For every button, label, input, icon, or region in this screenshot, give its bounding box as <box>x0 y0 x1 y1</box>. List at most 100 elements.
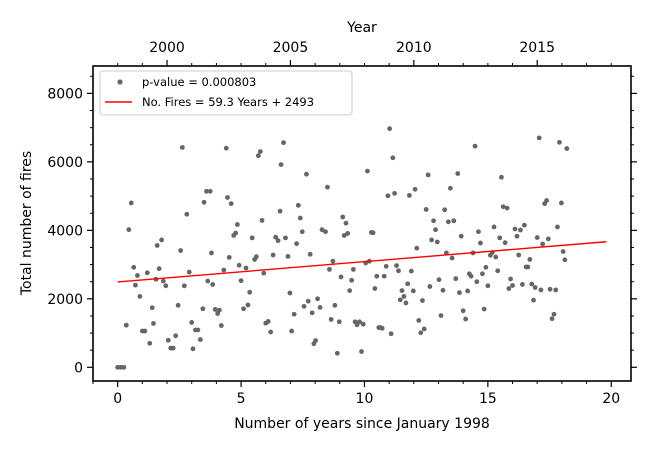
data-point <box>532 285 538 290</box>
data-point <box>547 286 553 292</box>
data-point <box>397 297 403 303</box>
data-point <box>149 305 155 311</box>
data-point <box>204 188 209 194</box>
data-point <box>291 311 297 317</box>
data-point <box>396 268 401 274</box>
data-point <box>175 302 181 308</box>
data-point <box>481 306 487 312</box>
data-point <box>347 288 353 294</box>
data-point <box>142 328 148 334</box>
x-tick-label: 0 <box>113 391 122 407</box>
data-point <box>144 270 150 276</box>
data-point <box>285 253 291 259</box>
data-point <box>423 207 429 212</box>
data-point <box>390 155 396 161</box>
data-point <box>156 266 162 272</box>
data-point <box>221 267 227 273</box>
data-point <box>173 333 179 339</box>
data-point <box>365 168 370 174</box>
data-point <box>218 323 224 328</box>
data-point <box>425 172 431 178</box>
data-point <box>518 227 523 233</box>
data-point <box>557 139 562 145</box>
data-point <box>465 288 471 294</box>
data-point <box>434 239 440 245</box>
data-point <box>317 304 323 310</box>
data-point <box>416 317 422 323</box>
data-point <box>287 290 293 296</box>
data-point <box>403 300 409 306</box>
data-point <box>564 146 570 151</box>
data-point <box>265 319 271 324</box>
data-point <box>179 145 185 150</box>
top-x-tick-label: 2000 <box>149 40 185 56</box>
data-point <box>521 222 527 228</box>
data-point <box>236 262 242 268</box>
data-point <box>387 126 393 132</box>
data-point <box>394 263 399 269</box>
data-point <box>151 321 156 326</box>
data-point <box>294 241 300 247</box>
data-point <box>559 200 564 206</box>
data-point <box>186 269 192 275</box>
bottom-x-axis-ticks: 0 5 10 15 20 <box>92 381 620 407</box>
data-point <box>301 303 307 309</box>
data-point <box>319 227 325 233</box>
data-point <box>190 346 196 352</box>
data-point <box>128 200 134 206</box>
data-point <box>359 349 364 354</box>
data-point <box>336 319 342 325</box>
data-point <box>536 135 542 141</box>
data-point <box>451 218 457 224</box>
data-point <box>200 306 206 312</box>
data-point <box>195 327 201 333</box>
x-tick-label: 10 <box>356 391 374 407</box>
data-point <box>455 171 461 176</box>
data-point <box>433 227 438 233</box>
data-point <box>493 254 499 260</box>
legend: p-value = 0.000803 No. Fires = 59.3 Year… <box>99 70 353 116</box>
legend-line-label: No. Fires = 59.3 Years + 2493 <box>142 95 314 109</box>
data-point <box>562 257 568 263</box>
data-point <box>504 205 510 211</box>
data-point <box>392 190 397 196</box>
data-point <box>277 208 283 214</box>
data-point <box>414 245 420 251</box>
x-tick-label: 15 <box>479 391 497 407</box>
data-point <box>401 294 407 299</box>
data-point <box>480 271 485 277</box>
data-point <box>181 283 187 289</box>
data-point <box>328 316 334 322</box>
data-point <box>474 279 480 285</box>
data-point <box>514 233 520 239</box>
top-x-tick-label: 2015 <box>519 40 555 56</box>
data-point <box>442 207 448 213</box>
data-point <box>121 364 127 370</box>
data-point <box>255 153 261 159</box>
data-point <box>370 230 376 236</box>
data-point <box>343 220 349 226</box>
data-point <box>253 254 259 260</box>
data-point <box>538 287 544 293</box>
data-point <box>516 252 522 258</box>
y-tick-label: 0 <box>74 360 83 376</box>
data-point <box>223 145 229 151</box>
data-point <box>283 235 288 241</box>
data-point <box>483 264 489 270</box>
data-point <box>555 224 560 230</box>
data-point <box>332 302 338 308</box>
data-point <box>197 337 203 342</box>
data-point <box>133 282 138 288</box>
data-point <box>210 282 216 287</box>
data-point <box>241 306 246 312</box>
data-point <box>275 238 281 244</box>
data-point <box>137 294 143 299</box>
data-point <box>447 185 453 191</box>
data-point <box>551 311 557 317</box>
data-point <box>449 255 455 261</box>
data-point <box>257 149 263 154</box>
data-point <box>184 211 190 217</box>
data-point <box>357 319 362 325</box>
data-point <box>502 240 508 246</box>
data-point <box>281 140 286 146</box>
